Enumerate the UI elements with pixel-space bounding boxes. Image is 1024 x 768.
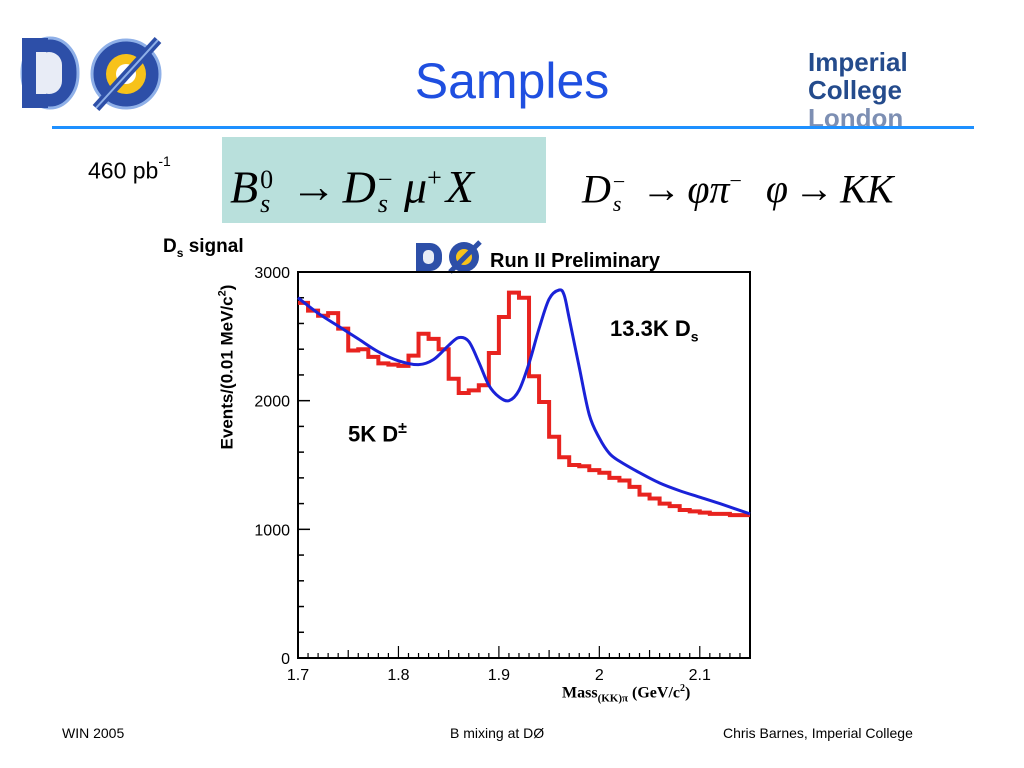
luminosity-label: 460 pb-1	[88, 153, 171, 185]
fit-curve-series	[297, 288, 751, 516]
college-logo-line1: Imperial College	[808, 47, 908, 105]
plot-frame	[297, 271, 751, 659]
chart-xlabel: Mass(KK)π (GeV/c2)	[562, 683, 691, 705]
footer-center: B mixing at DØ	[450, 725, 545, 741]
histogram-series	[298, 290, 750, 518]
decay-equation-box	[222, 137, 546, 223]
x-tick-label: 1.7	[287, 667, 309, 684]
run-logo-graphic	[416, 240, 482, 274]
chart-header-logo: DØ	[414, 240, 486, 279]
x-tick-label: 2	[595, 667, 604, 684]
experiment-logo: DØ	[18, 34, 163, 112]
footer-right: Chris Barnes, Imperial College	[723, 725, 913, 741]
title-divider	[52, 126, 974, 129]
histogram-line	[298, 290, 750, 518]
luminosity-exponent: -1	[158, 153, 171, 169]
y-tick-label: 1000	[254, 522, 290, 539]
y-tick-label: 0	[281, 651, 290, 668]
x-tick-label: 1.9	[488, 667, 510, 684]
footer-left: WIN 2005	[62, 725, 125, 741]
x-tick-label: 2.1	[689, 667, 711, 684]
experiment-logo-graphic	[20, 36, 162, 112]
luminosity-value: 460 pb	[88, 157, 159, 184]
chart-title: Ds signal	[163, 236, 244, 260]
ds-yield-annotation: 13.3K Ds	[610, 316, 699, 345]
y-tick-label: 2000	[254, 394, 290, 411]
decay-equation-ds: D − s → φπ− φ → KK	[582, 166, 894, 217]
dpm-yield-annotation: 5K D±	[348, 420, 407, 447]
x-tick-label: 1.8	[387, 667, 409, 684]
fit-curve	[297, 288, 751, 516]
slide-title: Samples	[414, 53, 610, 109]
chart-axes	[297, 271, 751, 659]
chart-header: Run II Preliminary	[490, 250, 661, 272]
y-tick-label: 3000	[254, 265, 290, 282]
tick-labels: 0 1000 2000 3000 1.7 1.8 1.9 2 2.1	[254, 265, 711, 684]
